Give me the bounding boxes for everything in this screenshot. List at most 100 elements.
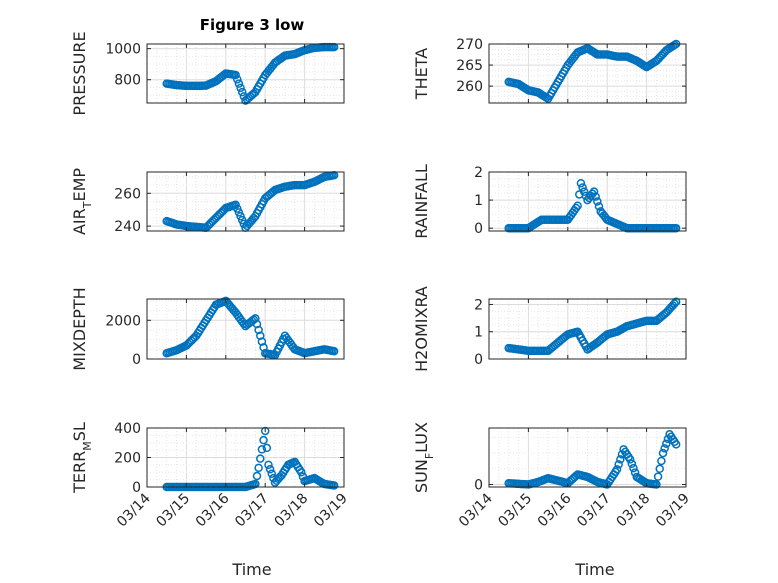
subplot-pressure: 800 1000 PRESSURE [70,31,345,116]
data-point [671,223,681,233]
data-point [671,297,681,306]
data-point [233,204,242,213]
data-point [254,325,263,335]
x-axis-label-right: Time [574,560,614,579]
data-point [262,443,272,453]
x-tick-label: 03/15 [153,491,193,531]
data-point [653,472,663,481]
data-point [329,481,339,490]
y-tick-label: 800 [114,73,141,89]
x-tick-label: 03/15 [495,491,535,531]
axes-box [146,171,345,232]
y-tick-label: 1000 [105,42,141,58]
y-tick-label: 270 [456,37,483,53]
y-tick-label: 260 [456,79,483,95]
y-tick-label: 240 [114,219,141,235]
x-tick-label: 03/19 [311,491,351,531]
axes-box [146,43,345,104]
data-point [576,178,586,188]
data-point [671,440,681,449]
data-point [267,469,277,478]
data-point [260,426,270,436]
data-point [237,215,247,225]
y-tick-label: 0 [132,352,141,368]
data-point [589,187,599,196]
subplot-sun_flux: 003/14 03/15 03/16 03/17 03/18 03/19 SUNFLUX [412,422,693,530]
series-sun_flux [504,430,681,489]
data-point [655,464,664,474]
data-point [265,465,275,474]
data-point [629,463,638,473]
x-tick-label: 03/14 [456,490,496,530]
data-point [259,435,268,445]
axes-box [488,298,687,360]
subplot-mixdepth: 0 2000 MIXDEPTH [70,287,345,371]
data-point [257,445,267,454]
data-point [237,87,247,97]
x-tick-label: 03/17 [574,491,614,531]
x-tick-label: 03/16 [193,490,233,530]
subplot-h2omixra: 0 1 2 H2OMIXRA [412,286,687,372]
data-point [660,444,669,453]
x-tick-label: 03/14 [114,490,154,530]
y-tick-label: 200 [114,451,141,467]
axes-box [146,298,345,360]
x-tick-label: 03/16 [535,490,575,530]
data-point [625,455,635,464]
y-tick-label: 2 [474,297,483,313]
y-tick-label: 1 [474,193,483,209]
y-tick-label: 260 [114,186,141,202]
axes-box [488,427,687,488]
data-point [614,460,623,469]
data-point [297,468,306,477]
y-axis-label-rainfall: RAINFALL [412,164,431,239]
y-axis-label-mixdepth: MIXDEPTH [70,287,89,370]
data-point [594,202,604,211]
y-tick-label: 0 [132,480,141,496]
subplot-theta: 260 265 270 THETA [412,37,687,104]
data-point [593,197,602,206]
x-tick-label: 03/17 [232,491,272,531]
data-point [579,187,589,196]
data-point [251,314,260,323]
data-point [236,83,245,93]
data-point [254,463,263,473]
data-point [234,208,244,217]
data-point [256,331,265,341]
data-point [657,456,666,466]
data-point [233,75,242,84]
data-point [627,459,637,469]
x-tick-label: 03/18 [272,491,312,531]
data-point [616,455,625,464]
data-point [662,439,671,448]
x-tick-label: 03/19 [653,491,693,531]
data-point [329,347,339,356]
subplot-terr_msl: 0 200 400 03/14 03/15 03/16 03/17 03/18 03/19 TER… [70,421,351,530]
data-point [252,471,262,481]
data-point [578,183,587,192]
axes-box [488,43,687,104]
y-tick-label: 2 [474,165,483,181]
y-tick-label: 400 [114,421,141,437]
data-point [591,192,600,201]
y-tick-label: 0 [474,221,483,237]
y-axis-label-sun_flux: SUNFLUX [412,422,436,493]
subplot-rainfall: 0 1 2 RAINFALL [412,164,687,239]
data-point [658,448,668,458]
figure-title: Figure 3 low [200,16,305,34]
series-theta [504,39,681,104]
x-axis-label-left: Time [231,560,271,579]
y-tick-label: 0 [474,477,483,493]
x-tick-label: 03/18 [614,491,654,531]
y-tick-label: 2000 [105,313,141,329]
data-point [612,465,622,474]
series-terr_msl [162,426,339,492]
y-tick-label: 0 [474,352,483,368]
axes-box [488,171,687,232]
y-axis-label-pressure: PRESSURE [70,31,89,115]
data-point [257,337,267,346]
y-axis-label-h2omixra: H2OMIXRA [412,286,431,372]
data-point [231,200,240,210]
y-tick-label: 1 [474,325,483,341]
